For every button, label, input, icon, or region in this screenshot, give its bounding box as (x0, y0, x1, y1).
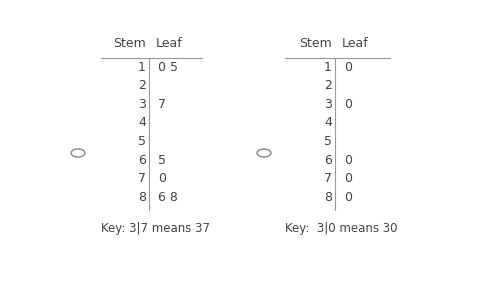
Text: 5: 5 (324, 135, 332, 148)
Text: Stem: Stem (113, 37, 146, 50)
Text: 7: 7 (324, 172, 332, 185)
Text: 4: 4 (138, 116, 146, 129)
Text: 7: 7 (138, 172, 146, 185)
Text: 0: 0 (344, 98, 352, 111)
Text: Key: 3|7 means 37: Key: 3|7 means 37 (101, 222, 210, 235)
Text: 0: 0 (344, 153, 352, 166)
Text: 0: 0 (344, 61, 352, 74)
Text: 3: 3 (324, 98, 332, 111)
Text: 8: 8 (324, 191, 332, 204)
Text: 7: 7 (158, 98, 166, 111)
Text: 0: 0 (158, 172, 166, 185)
Text: Stem: Stem (299, 37, 332, 50)
Text: 6 8: 6 8 (158, 191, 178, 204)
Text: Key:  3|0 means 30: Key: 3|0 means 30 (286, 222, 398, 235)
Text: 5: 5 (138, 135, 146, 148)
Text: 1: 1 (324, 61, 332, 74)
Text: 2: 2 (138, 79, 146, 92)
Text: 3: 3 (138, 98, 146, 111)
Text: 6: 6 (138, 153, 146, 166)
Text: 4: 4 (324, 116, 332, 129)
Text: 0: 0 (344, 172, 352, 185)
Text: 0: 0 (344, 191, 352, 204)
Text: 8: 8 (138, 191, 146, 204)
Text: Leaf: Leaf (342, 37, 368, 50)
Text: 5: 5 (158, 153, 166, 166)
Text: 0 5: 0 5 (158, 61, 178, 74)
Text: 1: 1 (138, 61, 146, 74)
Text: 6: 6 (324, 153, 332, 166)
Text: 2: 2 (324, 79, 332, 92)
Text: Leaf: Leaf (156, 37, 182, 50)
